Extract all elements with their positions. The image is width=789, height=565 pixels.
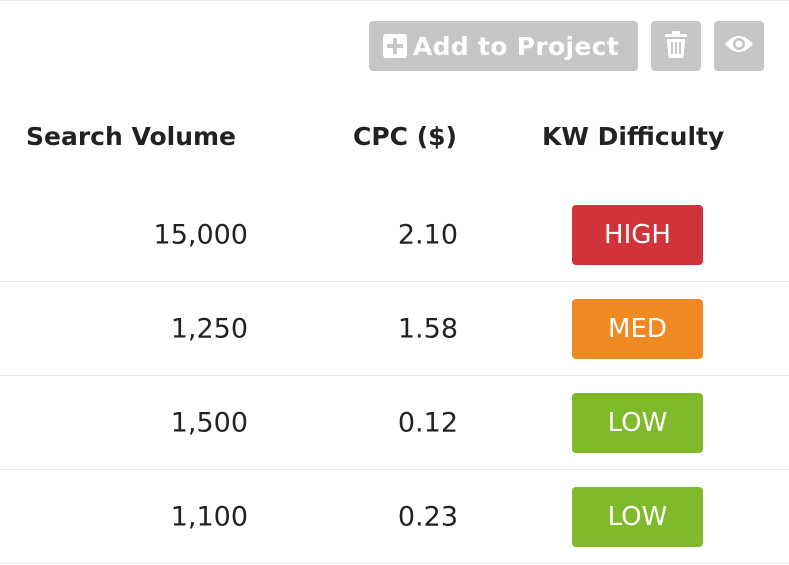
- cpc-cell: 1.58: [397, 313, 458, 345]
- search-volume-cell: 1,100: [170, 501, 248, 533]
- difficulty-badge: LOW: [572, 487, 703, 547]
- column-header-search-volume[interactable]: Search Volume: [26, 122, 237, 151]
- view-button[interactable]: [714, 21, 764, 71]
- cpc-cell: 2.10: [397, 219, 458, 251]
- row-divider: [0, 469, 789, 470]
- table-row: 1,500 0.12 LOW: [0, 376, 789, 470]
- search-volume-cell: 15,000: [153, 219, 248, 251]
- difficulty-badge: MED: [572, 299, 703, 359]
- column-header-kw-difficulty[interactable]: KW Difficulty: [542, 122, 725, 151]
- table-row: 15,000 2.10 HIGH: [0, 188, 789, 282]
- top-divider: [0, 0, 789, 1]
- difficulty-badge: HIGH: [572, 205, 703, 265]
- plus-square-icon: [383, 34, 407, 58]
- add-to-project-button[interactable]: Add to Project: [369, 21, 638, 71]
- search-volume-cell: 1,250: [170, 313, 248, 345]
- add-to-project-label: Add to Project: [413, 31, 619, 61]
- eye-icon: [724, 34, 754, 58]
- delete-button[interactable]: [651, 21, 701, 71]
- search-volume-cell: 1,500: [170, 407, 248, 439]
- row-divider: [0, 375, 789, 376]
- difficulty-badge: LOW: [572, 393, 703, 453]
- cpc-cell: 0.23: [397, 501, 458, 533]
- table-row: 1,100 0.23 LOW: [0, 470, 789, 564]
- toolbar: Add to Project: [369, 21, 764, 71]
- column-header-cpc[interactable]: CPC ($): [353, 122, 457, 151]
- table-row: 1,250 1.58 MED: [0, 282, 789, 376]
- row-divider: [0, 563, 789, 564]
- trash-icon: [665, 30, 687, 62]
- cpc-cell: 0.12: [397, 407, 458, 439]
- row-divider: [0, 281, 789, 282]
